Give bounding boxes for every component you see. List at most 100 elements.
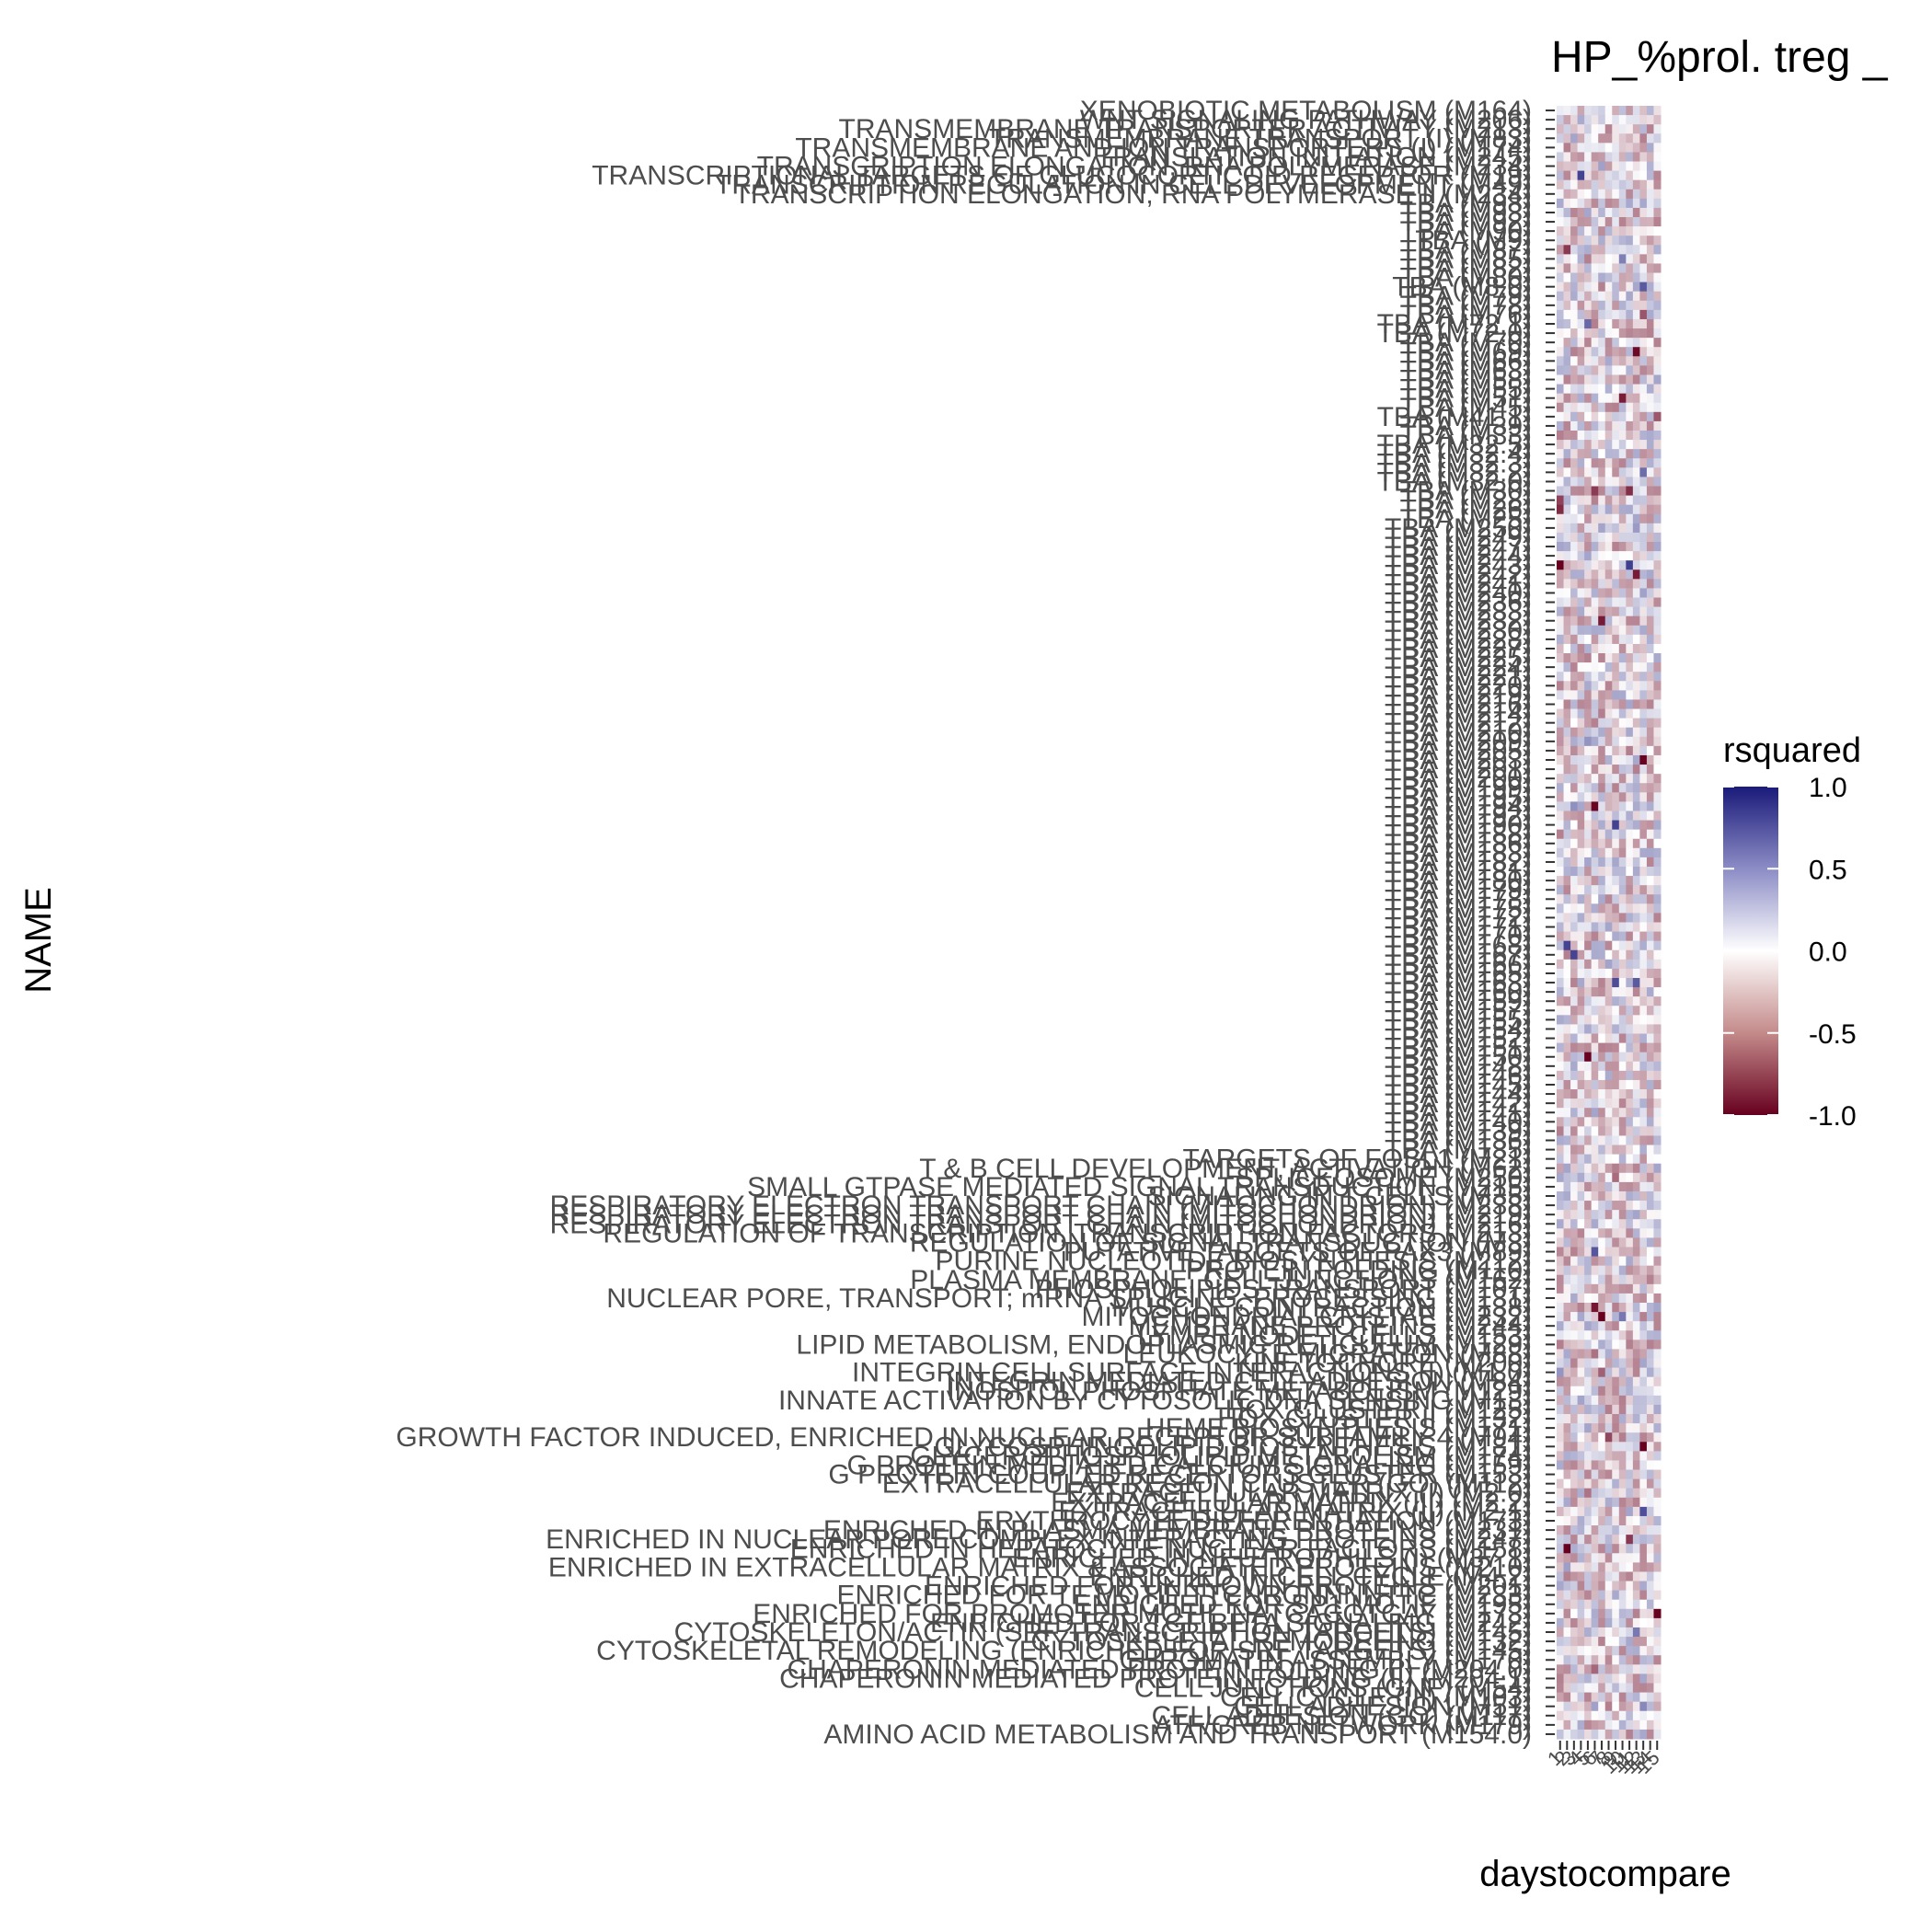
heatmap-cell bbox=[1598, 579, 1606, 589]
heatmap-cell bbox=[1632, 384, 1640, 395]
heatmap-cell bbox=[1639, 811, 1648, 822]
heatmap-cell bbox=[1584, 829, 1593, 840]
heatmap-cell bbox=[1584, 486, 1593, 497]
heatmap-cell bbox=[1646, 263, 1654, 274]
heatmap-cell bbox=[1591, 106, 1599, 116]
heatmap-cell bbox=[1563, 523, 1571, 534]
heatmap-cell bbox=[1557, 254, 1565, 264]
heatmap-cell bbox=[1639, 1692, 1648, 1703]
heatmap-cell bbox=[1557, 1469, 1565, 1480]
heatmap-cell bbox=[1577, 774, 1585, 784]
heatmap-cell bbox=[1604, 551, 1613, 561]
heatmap-cell bbox=[1598, 411, 1606, 422]
heatmap-cell bbox=[1632, 765, 1640, 775]
heatmap-cell bbox=[1604, 133, 1613, 144]
heatmap-cell bbox=[1584, 1079, 1593, 1090]
heatmap-cell bbox=[1618, 1460, 1627, 1471]
heatmap-cell bbox=[1604, 625, 1613, 636]
y-tick-label: TBA (M63) bbox=[1400, 355, 1532, 385]
heatmap-cell bbox=[1653, 876, 1662, 886]
heatmap-cell bbox=[1570, 124, 1579, 134]
heatmap-cell bbox=[1639, 1330, 1648, 1340]
heatmap-cell bbox=[1598, 1163, 1606, 1174]
heatmap-cell bbox=[1632, 402, 1640, 413]
heatmap-cell bbox=[1584, 1256, 1593, 1267]
heatmap-cell bbox=[1653, 300, 1662, 311]
heatmap-cell bbox=[1563, 847, 1571, 858]
heatmap-cell bbox=[1632, 690, 1640, 700]
heatmap-cell bbox=[1632, 1024, 1640, 1035]
heatmap-cell bbox=[1584, 1237, 1593, 1248]
heatmap-cell bbox=[1604, 1256, 1613, 1267]
heatmap-cell bbox=[1570, 1190, 1579, 1202]
heatmap-cell bbox=[1612, 1135, 1620, 1146]
heatmap-cell bbox=[1639, 913, 1648, 923]
heatmap-cell bbox=[1632, 1599, 1640, 1610]
y-tick-label: GLYCOSPHINGOLIPID BIOSYNTHESIS (M181) bbox=[934, 1432, 1532, 1462]
heatmap-cell bbox=[1612, 430, 1620, 441]
heatmap-cell bbox=[1584, 1627, 1593, 1638]
heatmap-cell bbox=[1626, 467, 1634, 477]
heatmap-cell bbox=[1653, 1404, 1662, 1415]
heatmap-cell bbox=[1563, 1061, 1571, 1072]
heatmap-cell bbox=[1591, 1237, 1599, 1248]
heatmap-cell bbox=[1584, 1423, 1593, 1433]
heatmap-cell bbox=[1563, 170, 1571, 181]
heatmap-cell bbox=[1577, 560, 1585, 570]
heatmap-cell bbox=[1626, 1515, 1634, 1526]
heatmap-cell bbox=[1604, 1265, 1613, 1276]
heatmap-cell bbox=[1591, 1655, 1599, 1665]
heatmap-cell bbox=[1618, 236, 1627, 246]
heatmap-cell bbox=[1604, 124, 1613, 134]
heatmap-cell bbox=[1598, 1599, 1606, 1610]
heatmap-cell bbox=[1604, 829, 1613, 840]
heatmap-cell bbox=[1626, 1627, 1634, 1638]
heatmap-cell bbox=[1563, 940, 1571, 951]
heatmap-cell bbox=[1598, 486, 1606, 497]
heatmap-cell bbox=[1632, 1469, 1640, 1480]
heatmap-cell bbox=[1577, 606, 1585, 617]
heatmap-cell bbox=[1563, 718, 1571, 729]
heatmap-cell bbox=[1653, 699, 1662, 710]
heatmap-cell bbox=[1584, 783, 1593, 793]
heatmap-cell bbox=[1646, 245, 1654, 255]
heatmap-cell bbox=[1646, 634, 1654, 645]
y-tick-label: ENRICHED IN HEPATOCYTE NUCLEAR FACTORS (… bbox=[790, 1534, 1532, 1564]
heatmap-cell bbox=[1604, 579, 1613, 589]
heatmap-cell bbox=[1653, 718, 1662, 729]
heatmap-cell bbox=[1646, 792, 1654, 802]
heatmap-cell bbox=[1646, 653, 1654, 663]
y-tick-label: TBA (M201) bbox=[1385, 754, 1532, 785]
heatmap-cell bbox=[1604, 866, 1613, 877]
heatmap-cell bbox=[1598, 1015, 1606, 1025]
heatmap-cell bbox=[1626, 597, 1634, 608]
heatmap-cell bbox=[1639, 551, 1648, 561]
y-tick-label: TBA (M209) bbox=[1385, 727, 1532, 757]
heatmap-cell bbox=[1591, 643, 1599, 654]
heatmap-cell bbox=[1584, 384, 1593, 395]
heatmap-cell bbox=[1639, 1293, 1648, 1304]
heatmap-cell bbox=[1612, 1553, 1620, 1563]
heatmap-cell bbox=[1639, 207, 1648, 218]
heatmap-cell bbox=[1584, 1247, 1593, 1258]
heatmap-cell bbox=[1577, 949, 1585, 960]
heatmap-cell bbox=[1612, 217, 1620, 227]
heatmap-cell bbox=[1639, 922, 1648, 933]
heatmap-cell bbox=[1598, 143, 1606, 153]
heatmap-cell bbox=[1612, 1265, 1620, 1276]
y-tick-label: TBA (M179) bbox=[1385, 875, 1532, 905]
heatmap-cell bbox=[1626, 792, 1634, 802]
heatmap-cell bbox=[1632, 662, 1640, 673]
heatmap-cell bbox=[1570, 1719, 1579, 1731]
heatmap-cell bbox=[1584, 1108, 1593, 1118]
heatmap-cell bbox=[1557, 1219, 1565, 1229]
heatmap-cell bbox=[1612, 615, 1620, 627]
heatmap-cell bbox=[1646, 1144, 1654, 1156]
heatmap-cell bbox=[1577, 263, 1585, 274]
heatmap-cell bbox=[1557, 411, 1565, 422]
heatmap-cell bbox=[1557, 634, 1565, 645]
heatmap-cell bbox=[1591, 1052, 1599, 1063]
heatmap-cell bbox=[1584, 449, 1593, 459]
heatmap-cell bbox=[1618, 291, 1627, 302]
heatmap-cell bbox=[1626, 690, 1634, 700]
